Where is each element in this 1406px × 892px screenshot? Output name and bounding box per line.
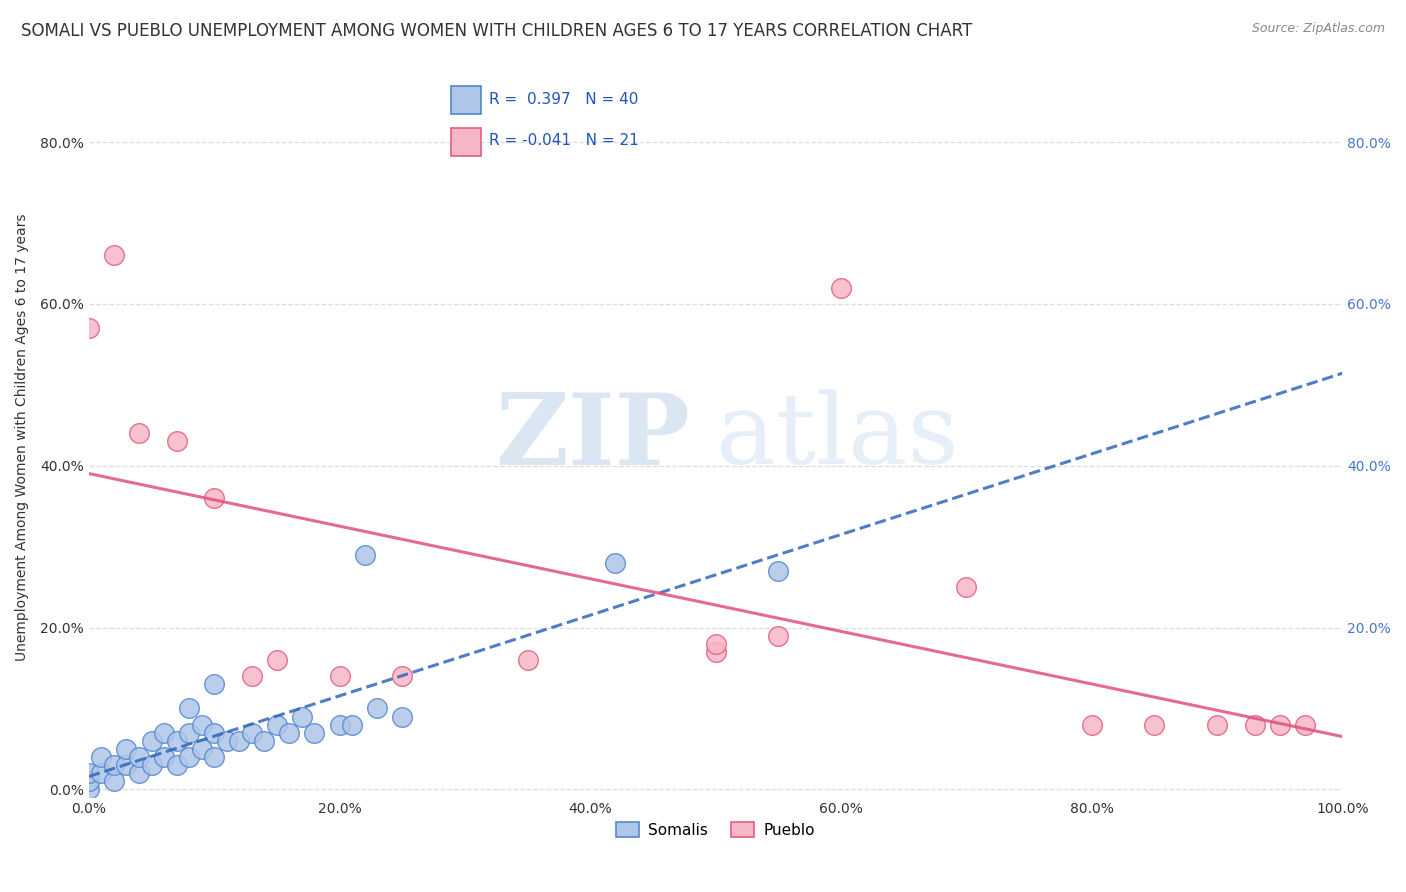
- Point: [128, 426, 150, 441]
- Point: [103, 758, 125, 772]
- Point: [202, 677, 225, 691]
- Point: [266, 653, 288, 667]
- Point: [228, 734, 250, 748]
- Point: [179, 750, 201, 764]
- Point: [955, 580, 977, 594]
- Point: [128, 750, 150, 764]
- Point: [704, 637, 727, 651]
- Text: atlas: atlas: [716, 390, 959, 485]
- Point: [141, 758, 163, 772]
- Point: [1143, 717, 1166, 731]
- Point: [516, 653, 538, 667]
- Point: [704, 645, 727, 659]
- Point: [240, 725, 263, 739]
- Point: [768, 564, 790, 578]
- Point: [166, 758, 188, 772]
- Point: [90, 766, 112, 780]
- Point: [266, 717, 288, 731]
- Point: [166, 434, 188, 449]
- Point: [1206, 717, 1229, 731]
- Point: [605, 556, 627, 570]
- Text: R = -0.041   N = 21: R = -0.041 N = 21: [489, 134, 640, 148]
- Point: [103, 774, 125, 789]
- Point: [1268, 717, 1291, 731]
- Point: [291, 709, 314, 723]
- Text: ZIP: ZIP: [495, 389, 690, 486]
- Legend: Somalis, Pueblo: Somalis, Pueblo: [610, 815, 821, 844]
- Point: [202, 725, 225, 739]
- Point: [77, 774, 100, 789]
- Point: [253, 734, 276, 748]
- Point: [153, 725, 176, 739]
- Point: [115, 758, 138, 772]
- Point: [304, 725, 326, 739]
- Y-axis label: Unemployment Among Women with Children Ages 6 to 17 years: Unemployment Among Women with Children A…: [15, 214, 30, 661]
- Point: [328, 717, 350, 731]
- Text: Source: ZipAtlas.com: Source: ZipAtlas.com: [1251, 22, 1385, 36]
- FancyBboxPatch shape: [451, 86, 481, 114]
- Point: [1080, 717, 1102, 731]
- Point: [77, 782, 100, 797]
- Point: [190, 742, 212, 756]
- FancyBboxPatch shape: [451, 128, 481, 156]
- Point: [830, 281, 852, 295]
- Point: [141, 734, 163, 748]
- Point: [215, 734, 238, 748]
- Point: [278, 725, 301, 739]
- Point: [190, 717, 212, 731]
- Point: [179, 725, 201, 739]
- Text: R =  0.397   N = 40: R = 0.397 N = 40: [489, 93, 638, 107]
- Point: [340, 717, 363, 731]
- Point: [153, 750, 176, 764]
- Point: [1294, 717, 1316, 731]
- Point: [103, 248, 125, 262]
- Point: [77, 766, 100, 780]
- Point: [115, 742, 138, 756]
- Point: [240, 669, 263, 683]
- Text: SOMALI VS PUEBLO UNEMPLOYMENT AMONG WOMEN WITH CHILDREN AGES 6 TO 17 YEARS CORRE: SOMALI VS PUEBLO UNEMPLOYMENT AMONG WOME…: [21, 22, 973, 40]
- Point: [77, 321, 100, 335]
- Point: [391, 709, 413, 723]
- Point: [353, 548, 375, 562]
- Point: [90, 750, 112, 764]
- Point: [391, 669, 413, 683]
- Point: [366, 701, 388, 715]
- Point: [202, 491, 225, 505]
- Point: [128, 766, 150, 780]
- Point: [179, 701, 201, 715]
- Point: [768, 629, 790, 643]
- Point: [166, 734, 188, 748]
- Point: [202, 750, 225, 764]
- Point: [1243, 717, 1265, 731]
- Point: [328, 669, 350, 683]
